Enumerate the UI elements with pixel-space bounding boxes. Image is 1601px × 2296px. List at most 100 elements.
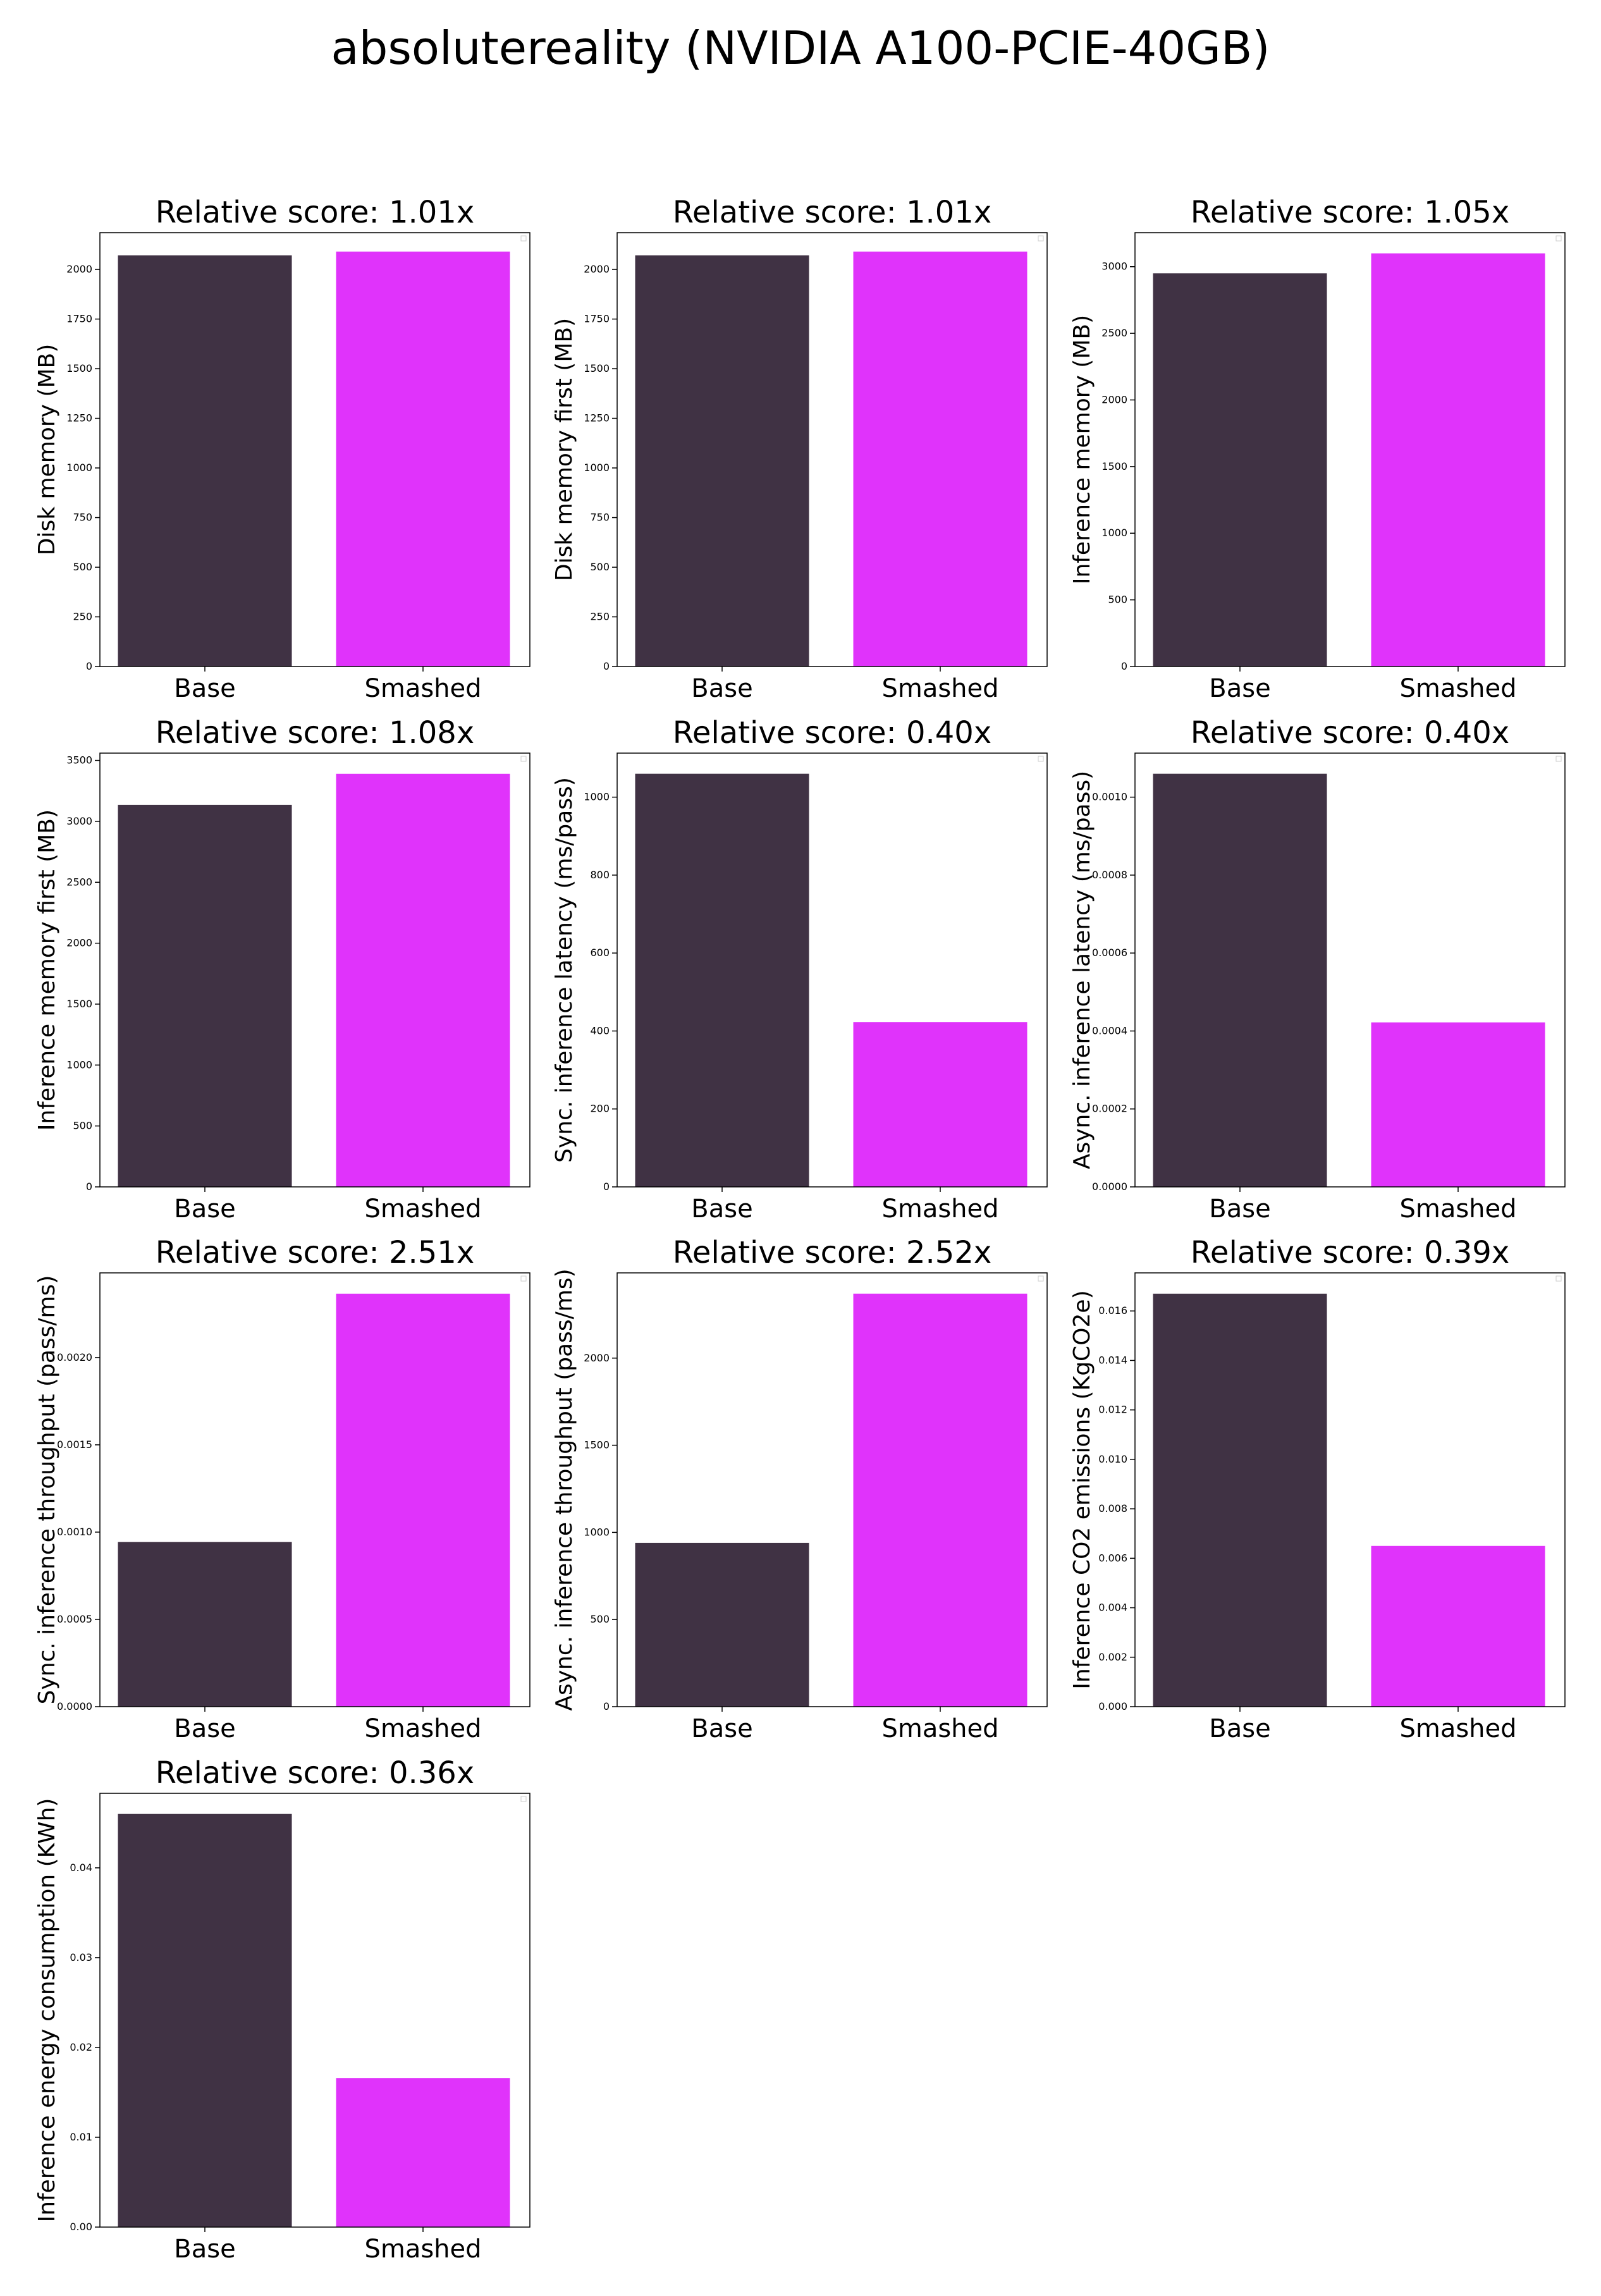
bar-chart-9: Relative score: 0.39x Base Smashed 0.000 0.0…	[1069, 1235, 1566, 1743]
legend-marker	[520, 1275, 527, 1282]
y-tick-label: 0	[86, 1181, 92, 1193]
y-axis-label: Inference memory first (MB)	[34, 809, 60, 1131]
y-tick-label: 0.014	[1098, 1354, 1127, 1366]
y-tick-label: 1500	[66, 998, 92, 1010]
axes-frame	[616, 752, 1048, 1188]
y-tick-label: 1000	[66, 462, 92, 474]
figure-title: absolutereality (NVIDIA A100-PCIE-40GB)	[331, 21, 1270, 75]
axes-frame	[1134, 752, 1566, 1188]
x-tick-label: Smashed	[1399, 1714, 1516, 1743]
y-tick-label: 1750	[66, 313, 92, 325]
bar-smashed	[336, 251, 510, 667]
chart-title: Relative score: 2.52x	[673, 1235, 992, 1270]
y-tick-label: 1250	[584, 412, 610, 424]
y-axis-label: Inference CO2 emissions (KgCO2e)	[1069, 1290, 1095, 1689]
chart-title: Relative score: 0.39x	[1191, 1235, 1510, 1270]
chart-title: Relative score: 0.36x	[156, 1755, 475, 1791]
y-tick-label: 1000	[584, 791, 610, 803]
axes-frame	[99, 1272, 531, 1707]
bar-base	[635, 255, 809, 667]
x-tick-label: Base	[174, 2235, 235, 2264]
y-tick-label: 0.016	[1098, 1305, 1127, 1317]
y-tick-label: 0	[1121, 660, 1127, 672]
y-tick-label: 0.0008	[1092, 869, 1127, 881]
y-tick-label: 0	[603, 660, 610, 672]
bar-chart-5: Relative score: 0.40x Base Smashed 0 200 400 6…	[551, 715, 1048, 1224]
bar-chart-2: Relative score: 1.01x Base Smashed 0 250 500 7…	[551, 195, 1048, 703]
y-tick-label: 500	[1108, 594, 1127, 606]
bar-smashed	[336, 1293, 510, 1707]
bar-smashed	[336, 2078, 510, 2227]
y-tick-label: 0.00	[70, 2221, 92, 2233]
y-tick-label: 0	[86, 660, 92, 672]
y-tick-label: 800	[590, 869, 610, 881]
x-tick-label: Smashed	[364, 1714, 481, 1743]
bar-smashed	[853, 1293, 1027, 1707]
y-tick-label: 0.0010	[57, 1526, 92, 1538]
y-axis-label: Disk memory first (MB)	[551, 318, 577, 581]
y-tick-label: 0.010	[1098, 1453, 1127, 1465]
bar-smashed	[1371, 1545, 1545, 1707]
legend-marker	[520, 1796, 527, 1802]
x-tick-label: Base	[1209, 674, 1270, 703]
y-tick-label: 2000	[66, 937, 92, 949]
y-tick-label: 2000	[584, 1352, 610, 1364]
bar-base	[118, 1814, 292, 2227]
y-tick-label: 0.03	[70, 1951, 92, 1963]
x-tick-label: Smashed	[1399, 1194, 1516, 1224]
y-axis-label: Async. inference throughput (pass/ms)	[551, 1268, 577, 1710]
x-tick-label: Base	[691, 674, 752, 703]
y-tick-label: 500	[73, 561, 92, 573]
bar-base	[1153, 773, 1327, 1187]
bar-chart-8: Relative score: 2.52x Base Smashed 0 500 1000…	[551, 1235, 1048, 1743]
x-tick-label: Smashed	[1399, 674, 1516, 703]
y-axis-label: Disk memory (MB)	[34, 344, 60, 555]
y-tick-label: 1500	[1101, 460, 1127, 472]
y-tick-label: 400	[590, 1024, 610, 1036]
y-tick-label: 500	[590, 561, 610, 573]
chart-title: Relative score: 0.40x	[1191, 715, 1510, 751]
y-tick-label: 1500	[66, 362, 92, 374]
x-tick-label: Base	[174, 1194, 235, 1224]
bar-base	[118, 1542, 292, 1707]
chart-title: Relative score: 1.08x	[156, 715, 475, 751]
axes-frame	[1134, 1272, 1566, 1707]
bar-base	[635, 773, 809, 1187]
y-tick-label: 0.0000	[57, 1700, 92, 1712]
y-tick-label: 1500	[584, 362, 610, 374]
y-axis-label: Sync. inference latency (ms/pass)	[551, 777, 577, 1163]
bar-smashed	[1371, 1022, 1545, 1187]
bar-chart-1: Relative score: 1.01x Base Smashed 0 250 500 7…	[34, 195, 531, 703]
x-tick-label: Base	[1209, 1194, 1270, 1224]
legend-marker	[1555, 1275, 1562, 1282]
chart-title: Relative score: 1.01x	[156, 195, 475, 230]
y-tick-label: 0.0002	[1092, 1103, 1127, 1115]
axes-frame	[616, 1272, 1048, 1707]
y-tick-label: 2000	[1101, 393, 1127, 405]
y-tick-label: 0.012	[1098, 1404, 1127, 1416]
legend-marker	[520, 756, 527, 762]
y-tick-label: 0.02	[70, 2041, 92, 2053]
y-tick-label: 0.006	[1098, 1552, 1127, 1564]
y-tick-label: 1250	[66, 412, 92, 424]
bar-base	[118, 804, 292, 1187]
y-tick-label: 1000	[584, 462, 610, 474]
x-tick-label: Base	[174, 1714, 235, 1743]
bar-smashed	[336, 773, 510, 1187]
bar-smashed	[853, 251, 1027, 667]
y-axis-label: Async. inference latency (ms/pass)	[1069, 771, 1095, 1169]
bar-smashed	[1371, 253, 1545, 667]
y-tick-label: 500	[73, 1120, 92, 1132]
y-tick-label: 0.0006	[1092, 947, 1127, 959]
y-tick-label: 1000	[1101, 527, 1127, 539]
x-tick-label: Smashed	[364, 674, 481, 703]
y-axis-label: Inference energy consumption (KWh)	[34, 1798, 60, 2223]
y-tick-label: 0.000	[1098, 1700, 1127, 1712]
y-tick-label: 3000	[1101, 261, 1127, 273]
y-tick-label: 1000	[584, 1526, 610, 1538]
y-axis-label: Inference memory (MB)	[1069, 315, 1095, 584]
bar-chart-10: Relative score: 0.36x Base Smashed 0.00 0.01…	[34, 1755, 531, 2264]
y-tick-label: 0.0010	[1092, 791, 1127, 803]
x-tick-label: Base	[174, 674, 235, 703]
